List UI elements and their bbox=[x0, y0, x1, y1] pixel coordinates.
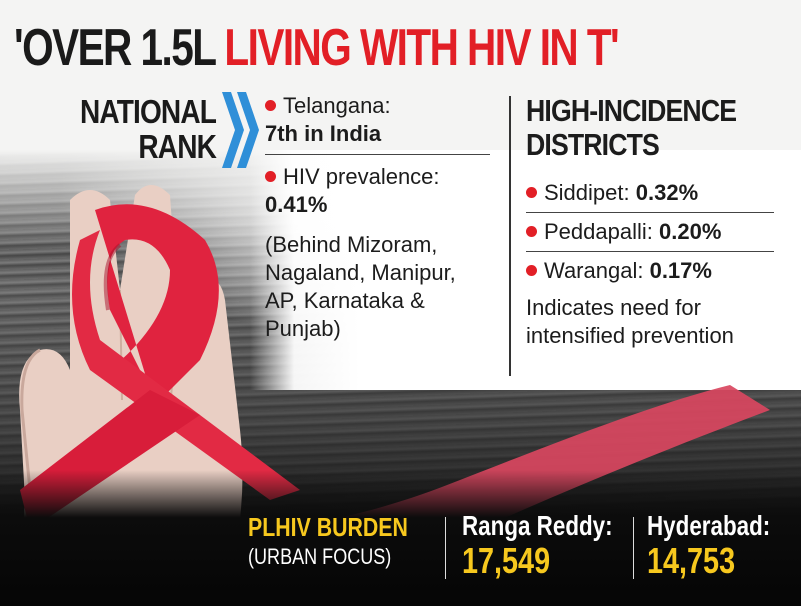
plhiv-burden-subtitle: (URBAN FOCUS) bbox=[248, 544, 392, 569]
national-rank-details: Telangana: 7th in India HIV prevalence: … bbox=[265, 92, 490, 343]
districts-title-line2: DISTRICTS bbox=[526, 127, 660, 162]
national-rank-label: NATIONAL RANK bbox=[79, 93, 217, 165]
city-name: Ranga Reddy: bbox=[462, 510, 613, 541]
city-stat-hyderabad: Hyderabad: 14,753 bbox=[647, 510, 801, 580]
districts-title: HIGH-INCIDENCE DISTRICTS bbox=[526, 94, 750, 162]
district-name: Warangal: bbox=[544, 258, 644, 283]
district-item: Peddapalli: 0.20% bbox=[526, 215, 786, 249]
district-list: Siddipet: 0.32% Peddapalli: 0.20% Warang… bbox=[526, 176, 786, 288]
prevalence-label: HIV prevalence: bbox=[283, 164, 440, 189]
plhiv-burden-title: PLHIV BURDEN bbox=[248, 512, 408, 542]
red-dot-bullet-icon bbox=[265, 170, 276, 182]
district-value: 0.32% bbox=[635, 180, 699, 205]
headline-red-part: LIVING WITH HIV IN T' bbox=[224, 19, 619, 77]
red-dot-bullet-icon bbox=[526, 264, 537, 276]
district-name: Peddapalli: bbox=[544, 219, 653, 244]
district-item: Warangal: 0.17% bbox=[526, 254, 786, 288]
districts-title-line1: HIGH-INCIDENCE bbox=[526, 93, 737, 128]
city-stat-ranga-reddy: Ranga Reddy: 17,549 bbox=[462, 510, 650, 580]
national-rank-line1: NATIONAL bbox=[79, 93, 217, 130]
prevalence-note: (Behind Mizoram, Nagaland, Manipur, AP, … bbox=[265, 232, 456, 341]
double-chevron-right-icon bbox=[222, 92, 259, 168]
headline-black-part: 'OVER 1.5L bbox=[14, 19, 225, 77]
divider bbox=[526, 251, 774, 252]
district-item: Siddipet: 0.32% bbox=[526, 176, 786, 210]
headline: 'OVER 1.5L LIVING WITH HIV IN T' bbox=[14, 19, 620, 77]
bottom-dark-band bbox=[0, 470, 801, 606]
rank-item-label: Telangana: bbox=[283, 93, 391, 118]
district-name: Siddipet: bbox=[544, 180, 630, 205]
rank-item-value: 7th in India bbox=[265, 121, 382, 146]
high-incidence-districts: HIGH-INCIDENCE DISTRICTS Siddipet: 0.32%… bbox=[526, 94, 786, 350]
text-panel-backdrop bbox=[250, 150, 801, 390]
prevalence-value: 0.41% bbox=[265, 192, 328, 217]
prevalence-item: HIV prevalence: 0.41% bbox=[265, 163, 490, 219]
divider bbox=[265, 154, 490, 155]
city-name: Hyderabad: bbox=[647, 510, 771, 541]
red-dot-bullet-icon bbox=[526, 225, 537, 237]
vertical-divider bbox=[509, 96, 511, 376]
city-value: 17,549 bbox=[462, 540, 551, 581]
city-value: 14,753 bbox=[647, 540, 736, 581]
plhiv-burden-label: PLHIV BURDEN (URBAN FOCUS) bbox=[248, 512, 443, 572]
red-dot-bullet-icon bbox=[265, 99, 276, 111]
national-rank-line2: RANK bbox=[138, 128, 216, 165]
rank-item: Telangana: 7th in India bbox=[265, 92, 490, 148]
burden-divider bbox=[445, 517, 446, 579]
districts-note: Indicates need for intensified preventio… bbox=[526, 295, 734, 348]
district-value: 0.17% bbox=[649, 258, 712, 283]
district-value: 0.20% bbox=[659, 219, 722, 244]
burden-divider bbox=[633, 517, 634, 579]
divider bbox=[526, 212, 774, 213]
red-dot-bullet-icon bbox=[526, 186, 537, 198]
